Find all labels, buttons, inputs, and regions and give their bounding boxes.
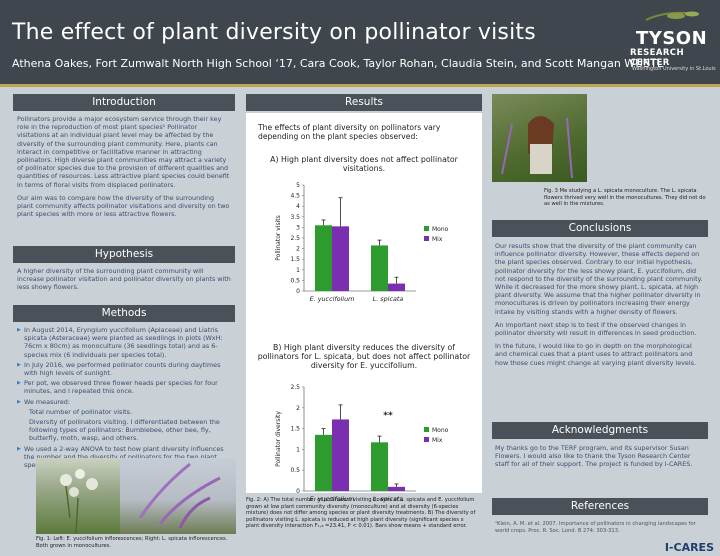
conclusions-paragraph-2: An important next step is to test if the… (495, 320, 697, 338)
logo-tyson-text: TYSON (636, 28, 708, 49)
x-tick-label: L. spicata (373, 295, 404, 303)
eryngium-flower-image (60, 469, 98, 535)
hypothesis-text: A higher diversity of the surrounding pl… (17, 267, 231, 292)
y-tick-label: 0 (296, 488, 300, 495)
liatris-flower-image (138, 462, 221, 529)
fig1-caption: Fig. 1: Left: E. yuccifolium inflorescen… (36, 536, 228, 549)
bar-mix (388, 486, 405, 491)
bar-mix (332, 419, 349, 491)
acknowledgments-section: Acknowledgments My thanks go to the TERF… (492, 422, 708, 469)
y-tick-label: 0.5 (290, 277, 300, 284)
liatris-photo (120, 458, 236, 534)
bar-mono (371, 245, 388, 291)
x-tick-label: E. yuccifolium (310, 495, 355, 503)
poster-header: The effect of plant diversity on pollina… (0, 0, 720, 87)
x-tick-label: E. yuccifolium (310, 295, 355, 303)
student-in-field-image (501, 116, 573, 179)
acknowledgments-text: My thanks go to the TERF program, and it… (495, 444, 693, 469)
legend-label-mono: Mono (432, 427, 449, 434)
significance-marker: ** (383, 411, 393, 421)
conclusions-heading: Conclusions (492, 220, 708, 237)
y-tick-label: 3.5 (290, 214, 300, 221)
results-intro: The effects of plant diversity on pollin… (258, 123, 441, 142)
x-tick-label: L. spicata (373, 495, 404, 503)
y-tick-label: 4 (296, 203, 300, 210)
conclusions-text: Our results show that the diversity of t… (492, 237, 708, 367)
eryngium-photo (36, 458, 120, 535)
chart-a: 0 0.5 1 1.5 2 2.5 3 3.5 4 4.5 5 Pollinator visits E.… (275, 182, 449, 303)
fig3-caption: Fig. 3 Me studying a L. spicata monocult… (544, 188, 706, 208)
y-tick-label: 2 (296, 246, 300, 253)
conclusions-paragraph-1: Our results show that the diversity of t… (495, 242, 703, 316)
references-heading: References (492, 498, 708, 515)
chart-a-title: A) High plant diversity does not affect … (270, 155, 458, 174)
y-tick-label: 3 (296, 224, 300, 231)
fig2-caption: Fig. 2: A) The total number of pollinato… (246, 497, 476, 530)
y-tick-label: 1 (296, 267, 300, 274)
y-tick-label: 1.5 (290, 426, 300, 433)
legend-swatch-mono (424, 427, 429, 432)
y-axis-label: Pollinator visits (275, 215, 282, 260)
chart-b-title: B) High plant diversity reduces the dive… (257, 343, 471, 371)
bar-mono (371, 442, 388, 491)
methods-list: In August 2014, Eryngium yuccifolium (Ap… (17, 326, 231, 406)
legend-swatch-mix (424, 236, 429, 241)
methods-item: Per pot, we observed three flower heads … (17, 379, 231, 395)
legend-swatch-mono (424, 226, 429, 231)
hypothesis-heading: Hypothesis (13, 246, 235, 263)
conclusions-paragraph-3: In the future, I would like to go in dep… (495, 342, 696, 367)
y-tick-label: 4.5 (290, 193, 300, 200)
logo-university-text: Washington University in St.Louis (632, 66, 716, 72)
legend-swatch-mix (424, 437, 429, 442)
icares-logo: I-CARES (664, 541, 714, 554)
logo-research-center-text: RESEARCH CENTER (630, 48, 684, 68)
introduction-paragraph-2: Our aim was to compare how the diversity… (17, 193, 230, 219)
methods-item: We measured: (17, 398, 231, 406)
y-tick-label: 1 (296, 446, 300, 453)
measured-diversity: Diversity of pollinators visiting. I dif… (29, 418, 220, 443)
y-tick-label: 0 (296, 288, 300, 295)
y-tick-label: 1.5 (290, 256, 300, 263)
methods-text: In August 2014, Eryngium yuccifolium (Ap… (13, 322, 235, 469)
y-tick-label: 0.5 (290, 467, 300, 474)
introduction-text: Pollinators provide a major ecosystem se… (13, 111, 235, 240)
y-tick-label: 2.5 (290, 235, 300, 242)
methods-heading: Methods (13, 305, 235, 322)
introduction-paragraph-1: Pollinators provide a major ecosystem se… (17, 115, 230, 189)
results-column: Results The effects of plant diversity o… (246, 94, 482, 530)
acknowledgments-heading: Acknowledgments (492, 422, 708, 439)
methods-item: In August 2014, Eryngium yuccifolium (Ap… (17, 326, 231, 359)
bar-mix (388, 283, 405, 291)
poster-authors: Athena Oakes, Fort Zumwalt North High Sc… (12, 57, 664, 70)
y-tick-label: 2.5 (290, 384, 300, 391)
results-heading: Results (246, 94, 482, 111)
bar-mono (315, 225, 332, 291)
conclusions-section: Conclusions Our results show that the di… (492, 220, 708, 372)
references-text: ¹Klein, A. M. et al. 2007. Importance of… (495, 521, 696, 534)
results-panel: The effects of plant diversity on pollin… (246, 113, 482, 503)
y-axis-label: Pollinator diversity (275, 411, 282, 467)
measured-total-visits: Total number of pollinator visits. (29, 407, 132, 416)
introduction-heading: Introduction (13, 94, 235, 111)
legend-label-mono: Mono (432, 226, 449, 233)
bar-mono (315, 434, 332, 491)
chart-b: 0 0.5 1 1.5 2 2.5 Pollinator diversity E. yucci… (275, 384, 449, 503)
bar-mix (332, 226, 349, 291)
student-photo (492, 94, 587, 182)
legend-label-mix: Mix (432, 437, 443, 444)
y-tick-label: 2 (296, 405, 300, 412)
references-section: References ¹Klein, A. M. et al. 2007. Im… (492, 498, 708, 534)
left-column: Introduction Pollinators provide a major… (13, 94, 235, 471)
methods-item: In July 2016, we performed pollinator co… (17, 361, 231, 377)
poster-title: The effect of plant diversity on pollina… (12, 20, 536, 45)
y-tick-label: 5 (296, 182, 300, 189)
tyson-logo: TYSON RESEARCH CENTER Washington Univers… (626, 6, 716, 78)
legend-label-mix: Mix (432, 236, 443, 243)
leaf-logo-icon (645, 11, 699, 21)
